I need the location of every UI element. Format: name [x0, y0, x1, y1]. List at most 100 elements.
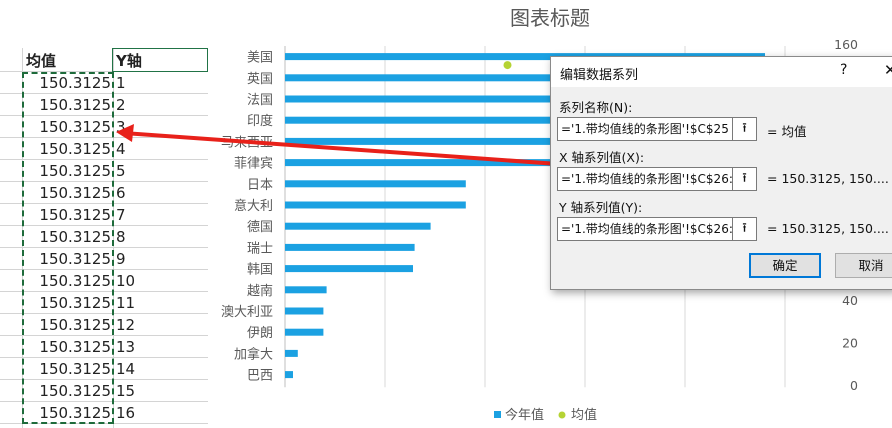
y-values-input[interactable]: ='1.带均值线的条形图'!$C$26:$	[557, 217, 733, 241]
category-tick-label: 德国	[247, 220, 273, 235]
table-row: 150.3125 16	[0, 402, 208, 424]
y-values-label: Y 轴系列值(Y):	[559, 200, 643, 215]
bar	[285, 286, 327, 294]
collapse-dialog-icon[interactable]: ⭱	[733, 167, 757, 191]
table-row: 150.3125 9	[0, 248, 208, 270]
y-axis-cell[interactable]: 5	[113, 160, 208, 182]
category-tick-label: 日本	[247, 178, 273, 193]
category-tick-label: 巴西	[247, 369, 273, 384]
avg-cell[interactable]: 150.3125	[22, 116, 113, 138]
category-tick-label: 瑞士	[247, 241, 273, 256]
y-axis-cell[interactable]: 2	[113, 94, 208, 116]
ok-button[interactable]: 确定	[749, 253, 821, 278]
secondary-axis-tick-label: 40	[842, 293, 858, 308]
table-row: 150.3125 1	[0, 72, 208, 94]
avg-cell[interactable]: 150.3125	[22, 270, 113, 292]
table-row: 150.3125 4	[0, 138, 208, 160]
cell[interactable]	[0, 204, 22, 226]
y-axis-cell[interactable]: 15	[113, 380, 208, 402]
bar	[285, 222, 431, 230]
bar	[285, 53, 765, 61]
avg-header-cell[interactable]: 均值	[22, 50, 113, 72]
bar	[285, 328, 324, 336]
y-axis-cell[interactable]: 6	[113, 182, 208, 204]
collapse-dialog-icon[interactable]: ⭱	[733, 117, 757, 141]
secondary-axis-tick-label: 20	[842, 335, 858, 350]
table-row: 150.3125 15	[0, 380, 208, 402]
category-tick-label: 法国	[247, 93, 273, 108]
y-axis-cell[interactable]: 13	[113, 336, 208, 358]
avg-cell[interactable]: 150.3125	[22, 358, 113, 380]
avg-cell[interactable]: 150.3125	[22, 226, 113, 248]
category-tick-label: 意大利	[234, 198, 273, 214]
secondary-axis-tick-label: 0	[850, 378, 858, 393]
chart-title[interactable]: 图表标题	[510, 6, 590, 30]
avg-cell[interactable]: 150.3125	[22, 380, 113, 402]
bar	[285, 74, 749, 82]
cell[interactable]	[0, 182, 22, 204]
x-values-input[interactable]: ='1.带均值线的条形图'!$C$26:$	[557, 167, 733, 191]
bar	[285, 180, 466, 188]
series-name-input[interactable]: ='1.带均值线的条形图'!$C$25	[557, 117, 733, 141]
bar	[285, 116, 597, 124]
collapse-dialog-icon[interactable]: ⭱	[733, 217, 757, 241]
cell[interactable]	[0, 380, 22, 402]
cell[interactable]	[0, 226, 22, 248]
avg-cell[interactable]: 150.3125	[22, 314, 113, 336]
y-axis-cell[interactable]: 3	[113, 116, 208, 138]
cell[interactable]	[0, 358, 22, 380]
avg-cell[interactable]: 150.3125	[22, 248, 113, 270]
dialog-titlebar[interactable]: 编辑数据系列 ? ✕	[551, 57, 892, 87]
y-axis-cell[interactable]: 12	[113, 314, 208, 336]
table-row: 150.3125 11	[0, 292, 208, 314]
y-axis-cell[interactable]: 1	[113, 72, 208, 94]
y-axis-cell[interactable]: 4	[113, 138, 208, 160]
avg-cell[interactable]: 150.3125	[22, 336, 113, 358]
bar	[285, 95, 733, 103]
cell[interactable]	[0, 402, 22, 424]
category-tick-label: 马来西亚	[221, 135, 273, 150]
category-tick-label: 韩国	[247, 263, 273, 278]
avg-cell[interactable]: 150.3125	[22, 160, 113, 182]
category-tick-label: 澳大利亚	[221, 304, 273, 320]
selected-cell-border	[112, 48, 208, 72]
category-tick-label: 印度	[247, 113, 273, 129]
y-axis-cell[interactable]: 16	[113, 402, 208, 424]
y-axis-cell[interactable]: 9	[113, 248, 208, 270]
cell[interactable]	[0, 314, 22, 336]
y-axis-cell[interactable]: 11	[113, 292, 208, 314]
cell[interactable]	[0, 336, 22, 358]
cell[interactable]	[0, 72, 22, 94]
spreadsheet-area: 均值 Y轴 150.3125 1 150.3125 2 150.3125 3 150.312…	[0, 0, 208, 428]
bar	[285, 159, 557, 167]
y-axis-cell[interactable]: 8	[113, 226, 208, 248]
help-icon[interactable]: ?	[840, 62, 848, 78]
cell[interactable]	[0, 50, 22, 72]
y-axis-cell[interactable]: 10	[113, 270, 208, 292]
avg-cell[interactable]: 150.3125	[22, 94, 113, 116]
category-tick-label: 加拿大	[234, 346, 273, 362]
cell[interactable]	[0, 160, 22, 182]
avg-cell[interactable]: 150.3125	[22, 72, 113, 94]
avg-cell[interactable]: 150.3125	[22, 138, 113, 160]
avg-cell[interactable]: 150.3125	[22, 204, 113, 226]
cell[interactable]	[0, 248, 22, 270]
cell[interactable]	[0, 94, 22, 116]
y-axis-cell[interactable]: 14	[113, 358, 208, 380]
bar	[285, 243, 415, 251]
table-row: 150.3125 8	[0, 226, 208, 248]
close-icon[interactable]: ✕	[884, 61, 892, 79]
avg-cell[interactable]: 150.3125	[22, 402, 113, 424]
bar	[285, 307, 324, 315]
dialog-title: 编辑数据系列	[560, 68, 639, 83]
cell[interactable]	[0, 138, 22, 160]
cell[interactable]	[0, 116, 22, 138]
avg-cell[interactable]: 150.3125	[22, 182, 113, 204]
cell[interactable]	[0, 270, 22, 292]
bar	[285, 371, 293, 379]
edit-series-dialog[interactable]: 编辑数据系列 ? ✕ 系列名称(N): ='1.带均值线的条形图'!$C$25 …	[550, 56, 892, 290]
avg-cell[interactable]: 150.3125	[22, 292, 113, 314]
cancel-button[interactable]: 取消	[835, 253, 892, 278]
y-axis-cell[interactable]: 7	[113, 204, 208, 226]
cell[interactable]	[0, 292, 22, 314]
